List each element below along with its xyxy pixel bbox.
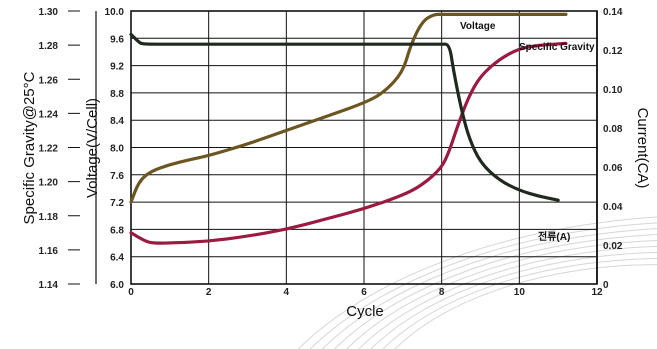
left-y-axis-title: Specific Gravity@25°C bbox=[21, 71, 38, 224]
left-y-tick-label: 1.20 bbox=[39, 178, 59, 189]
decor-arc bbox=[297, 216, 657, 349]
current-label: 전류(A) bbox=[538, 230, 570, 243]
middle-y-tick-label: 8.8 bbox=[110, 89, 124, 100]
right-y-tick-label: 0.14 bbox=[603, 7, 623, 18]
middle-y-tick-label: 8.0 bbox=[110, 144, 124, 155]
tick-labels: 0 2 4 6 8 10 12 1.30 1.28 1.26 1.24 1.22 1.20 1.18 1.1… bbox=[39, 7, 623, 298]
right-y-tick-label: 0.02 bbox=[603, 241, 623, 252]
x-tick-label: 8 bbox=[439, 287, 445, 298]
chart-grid bbox=[131, 11, 597, 284]
left-y-tick-label: 1.14 bbox=[39, 280, 59, 291]
right-y-tick-label: 0.12 bbox=[603, 46, 623, 57]
middle-y-tick-label: 6.4 bbox=[110, 253, 124, 264]
left-y-tick-label: 1.28 bbox=[39, 41, 59, 52]
left-y-tick-label: 1.22 bbox=[39, 144, 59, 155]
x-tick-label: 0 bbox=[128, 287, 134, 298]
decor-arc bbox=[382, 258, 657, 349]
x-tick-label: 4 bbox=[284, 287, 290, 298]
middle-y-tick-label: 8.4 bbox=[110, 116, 124, 127]
series-line-current bbox=[129, 32, 560, 202]
middle-y-axis-title: Voltage(V/Cell) bbox=[84, 98, 101, 198]
x-tick-label: 6 bbox=[361, 287, 367, 298]
right-y-tick-label: 0.08 bbox=[603, 124, 623, 135]
decor-arc bbox=[322, 228, 657, 349]
middle-y-tick-label: 9.6 bbox=[110, 34, 124, 45]
left-y-tick-label: 1.30 bbox=[39, 7, 59, 18]
left-y-tick-label: 1.16 bbox=[39, 246, 59, 257]
x-axis-title: Cycle bbox=[346, 303, 384, 320]
decor-arc bbox=[309, 222, 657, 349]
right-y-tick-label: 0.10 bbox=[603, 85, 623, 96]
decor-arc bbox=[394, 264, 657, 349]
middle-y-tick-label: 6.8 bbox=[110, 225, 124, 236]
middle-y-tick-label: 7.6 bbox=[110, 171, 124, 182]
x-tick-label: 12 bbox=[591, 287, 603, 298]
right-y-tick-label: 0.04 bbox=[603, 202, 623, 213]
decor-arc bbox=[358, 246, 657, 349]
left-y-tick-label: 1.26 bbox=[39, 75, 59, 86]
middle-y-tick-label: 10.0 bbox=[105, 7, 125, 18]
series-line-voltage bbox=[129, 12, 568, 204]
left-y-tick-label: 1.18 bbox=[39, 212, 59, 223]
x-tick-label: 2 bbox=[206, 287, 212, 298]
chart-axes bbox=[95, 10, 598, 285]
series-lines bbox=[129, 12, 568, 245]
voltage-label: Voltage bbox=[460, 21, 496, 32]
x-tick-label: 10 bbox=[514, 287, 526, 298]
middle-y-tick-label: 6.0 bbox=[110, 280, 124, 291]
middle-y-tick-label: 9.2 bbox=[110, 62, 124, 73]
left-y-tick-label: 1.24 bbox=[39, 109, 59, 120]
series-labels: Voltage Specific Gravity 전류(A) bbox=[460, 21, 595, 243]
decor-arc bbox=[334, 234, 657, 349]
specific-gravity-label: Specific Gravity bbox=[519, 42, 595, 53]
series-line-specific-gravity bbox=[129, 41, 568, 245]
right-y-tick-label: 0 bbox=[603, 280, 609, 291]
middle-y-tick-label: 7.2 bbox=[110, 198, 124, 209]
decor-arc bbox=[346, 240, 657, 349]
right-y-tick-label: 0.06 bbox=[603, 163, 623, 174]
right-y-axis-title: Current(CA) bbox=[634, 108, 651, 189]
